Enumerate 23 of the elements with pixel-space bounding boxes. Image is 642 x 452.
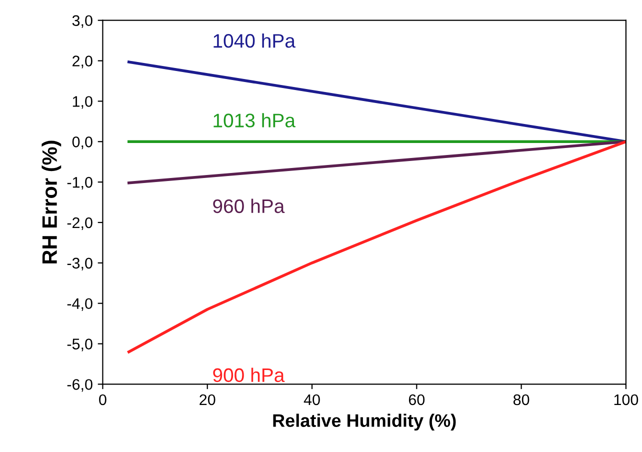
series-label: 1013 hPa	[214, 113, 296, 128]
x-axis-title: Relative Humidity (%)	[273, 414, 456, 431]
y-tick-label: 1,0	[72, 96, 92, 109]
text: 900 hPa	[213, 368, 285, 382]
y-tick-label: -3,0	[67, 258, 92, 270]
series-label: 960 hPa	[213, 198, 285, 214]
x-tick-label: 60	[408, 394, 425, 406]
y-tick-label: 3,0	[72, 15, 92, 28]
series-label: 1040 hPa	[214, 33, 296, 48]
y-tick-label: -4,0	[67, 298, 92, 311]
x-tick-label: 100	[614, 394, 638, 406]
y-tick-label: -1,0	[67, 176, 92, 190]
y-axis-title: RH Error (%)	[42, 140, 62, 264]
y-tick-label: -5,0	[67, 338, 92, 352]
line-series	[127, 140, 626, 354]
y-tick-label: 0,0	[72, 136, 92, 150]
y-tick-label: -6,0	[67, 379, 92, 392]
x-tick-label: 80	[513, 394, 530, 406]
y-tick-label: 2,0	[72, 56, 92, 68]
x-tick-label: 40	[304, 394, 320, 406]
x-tick-label: 0	[99, 394, 106, 406]
y-tick-label: -2,0	[67, 217, 92, 230]
x-tick-label: 20	[200, 394, 216, 406]
